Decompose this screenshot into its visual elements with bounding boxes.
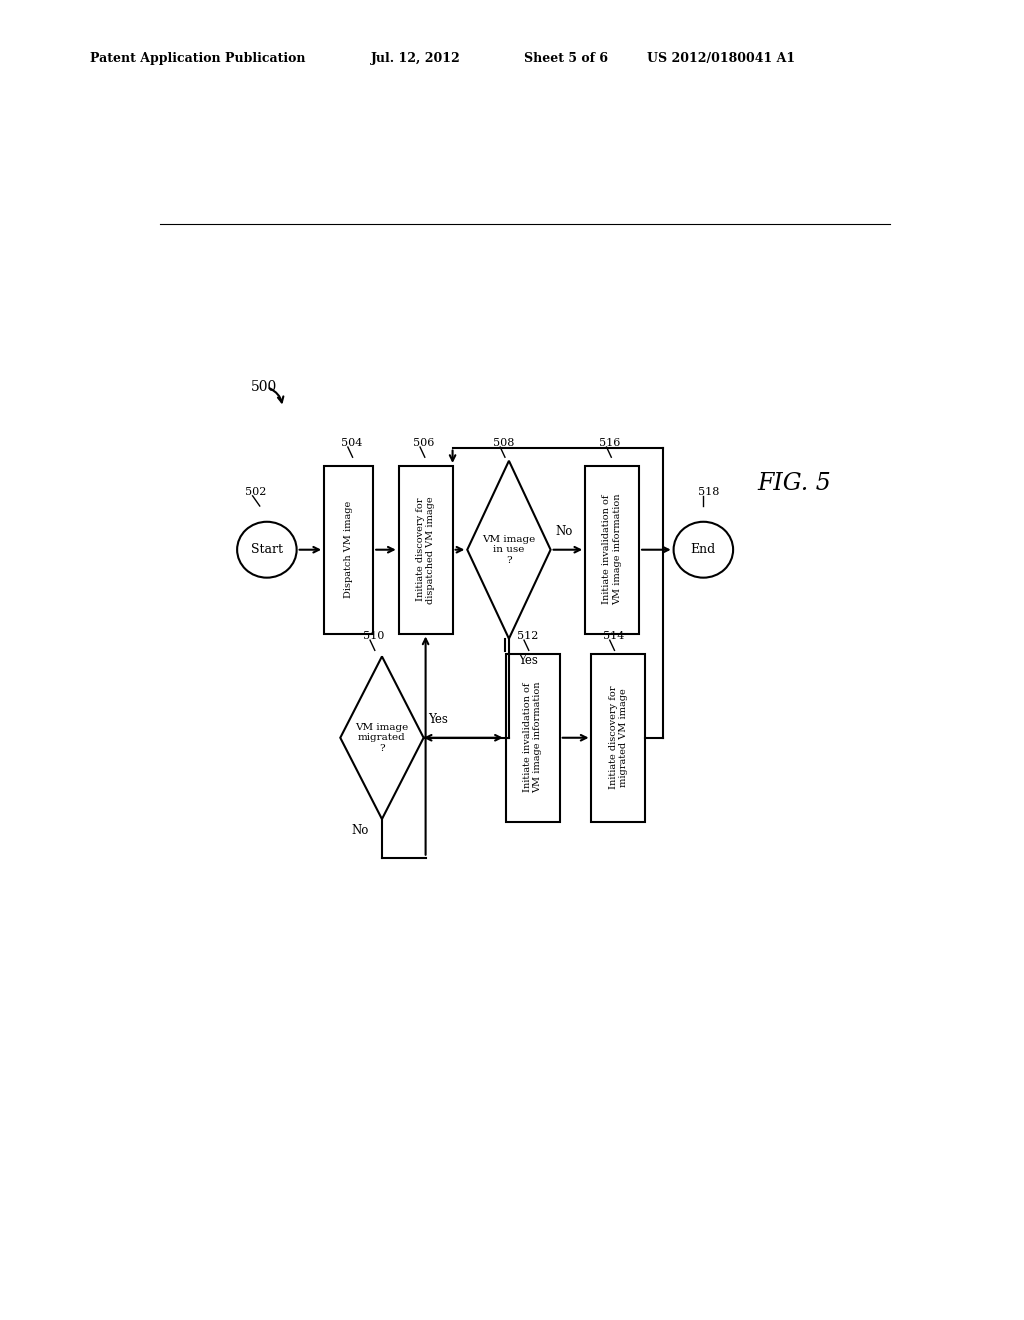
Text: 502: 502 xyxy=(246,487,267,496)
Text: Yes: Yes xyxy=(518,653,539,667)
Text: 510: 510 xyxy=(362,631,384,642)
Text: 500: 500 xyxy=(251,380,278,395)
Text: Patent Application Publication: Patent Application Publication xyxy=(90,51,305,65)
Text: End: End xyxy=(691,544,716,556)
Text: US 2012/0180041 A1: US 2012/0180041 A1 xyxy=(647,51,796,65)
Text: 512: 512 xyxy=(517,631,539,642)
Bar xyxy=(585,466,639,634)
Text: 516: 516 xyxy=(599,438,621,447)
Text: Initiate discovery for
migrated VM image: Initiate discovery for migrated VM image xyxy=(608,686,628,789)
Text: Initiate invalidation of
VM image information: Initiate invalidation of VM image inform… xyxy=(602,494,622,606)
Text: Yes: Yes xyxy=(428,713,449,726)
Text: Initiate invalidation of
VM image information: Initiate invalidation of VM image inform… xyxy=(523,682,543,793)
Text: 508: 508 xyxy=(494,438,514,447)
Text: No: No xyxy=(555,525,572,539)
Text: Initiate discovery for
dispatched VM image: Initiate discovery for dispatched VM ima… xyxy=(416,496,435,603)
Text: Sheet 5 of 6: Sheet 5 of 6 xyxy=(524,51,608,65)
Bar xyxy=(592,653,645,821)
Text: 518: 518 xyxy=(697,487,719,496)
Text: Start: Start xyxy=(251,544,283,556)
Text: Dispatch VM image: Dispatch VM image xyxy=(344,502,353,598)
Text: FIG. 5: FIG. 5 xyxy=(758,473,831,495)
Bar xyxy=(506,653,560,821)
Text: 514: 514 xyxy=(602,631,624,642)
Text: 504: 504 xyxy=(341,438,362,447)
Text: Jul. 12, 2012: Jul. 12, 2012 xyxy=(371,51,461,65)
Text: 506: 506 xyxy=(413,438,434,447)
Bar xyxy=(324,466,373,634)
Text: VM image
in use
?: VM image in use ? xyxy=(482,535,536,565)
Bar xyxy=(398,466,453,634)
Text: No: No xyxy=(352,824,370,837)
Text: VM image
migrated
?: VM image migrated ? xyxy=(355,723,409,752)
